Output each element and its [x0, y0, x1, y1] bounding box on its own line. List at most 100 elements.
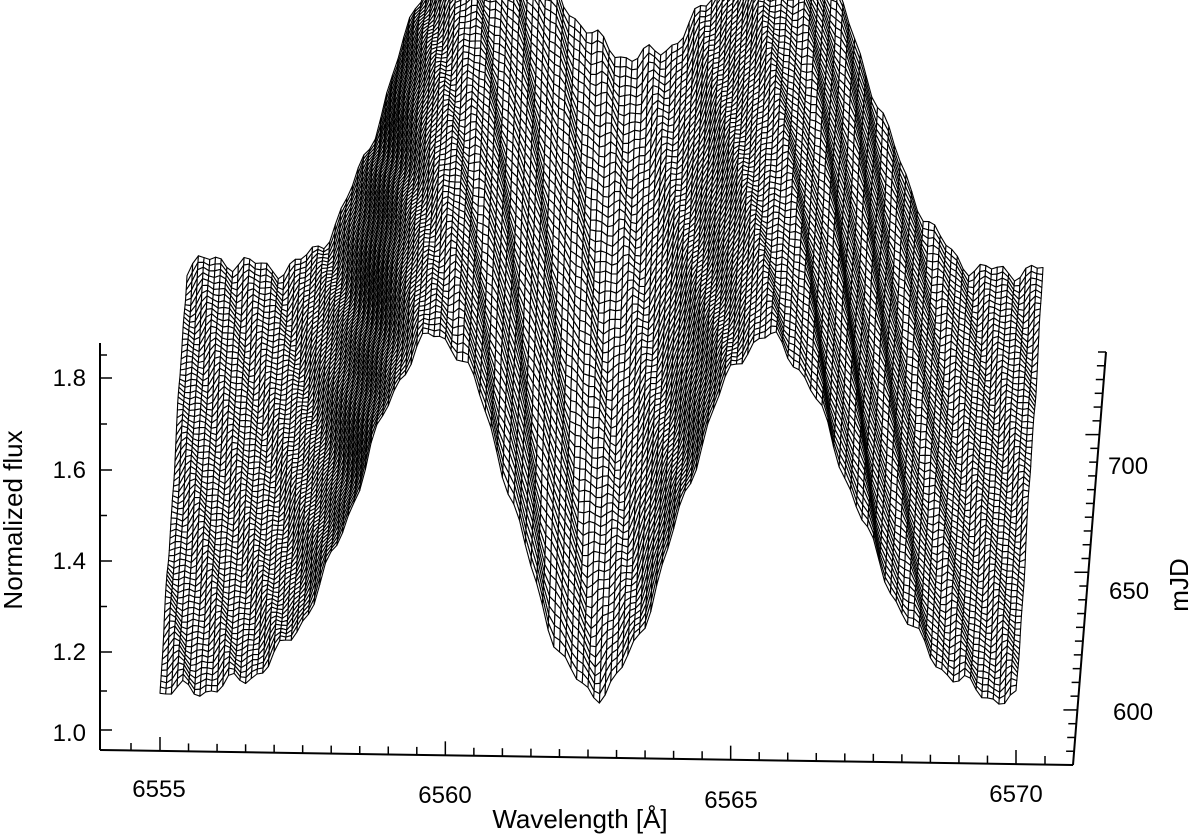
mesh-cell	[593, 260, 601, 273]
mesh-cell	[240, 395, 248, 403]
mesh-cell	[271, 351, 279, 359]
mesh-cell	[984, 455, 992, 463]
mesh-cell	[459, 9, 467, 18]
mesh-cell	[704, 20, 712, 27]
mesh-cell	[927, 221, 936, 232]
mesh-cell	[1016, 395, 1025, 404]
surface-mesh	[159, 0, 1044, 705]
mesh-cell	[675, 178, 683, 186]
mesh-cell	[222, 306, 231, 315]
mesh-cell	[638, 146, 646, 157]
mesh-cell	[926, 244, 934, 255]
mesh-cell	[597, 301, 606, 314]
mesh-cell	[614, 318, 622, 330]
mesh-cell	[911, 374, 919, 384]
mesh-cell	[1021, 414, 1029, 423]
mesh-cell	[1022, 395, 1030, 404]
mesh-cell	[197, 255, 205, 263]
mesh-cell	[181, 332, 190, 340]
mesh-cell	[934, 314, 942, 325]
mesh-cell	[975, 410, 983, 418]
mesh-cell	[604, 280, 612, 292]
mesh-cell	[598, 145, 606, 158]
mesh-cell	[226, 344, 234, 353]
mesh-cell	[990, 266, 998, 276]
mesh-cell	[608, 309, 617, 321]
mesh-cell	[595, 219, 603, 232]
mesh-cell	[590, 198, 598, 211]
mesh-cell	[778, 34, 786, 43]
mesh-cell	[984, 461, 992, 469]
mesh-cell	[201, 278, 209, 287]
mesh-cell	[630, 68, 638, 80]
mesh-cell	[275, 373, 283, 381]
mesh-cell	[906, 339, 915, 351]
mesh-cell	[619, 56, 627, 68]
mesh-cell	[247, 461, 255, 470]
mesh-cell	[915, 398, 923, 409]
mesh-cell	[469, 32, 477, 42]
mesh-cell	[729, 117, 737, 124]
mesh-cell	[474, 32, 482, 42]
mesh-cell	[263, 305, 271, 313]
mesh-cell	[590, 209, 598, 221]
mesh-cell	[589, 219, 597, 232]
mesh-cell	[810, 95, 818, 106]
mesh-cell	[805, 78, 813, 89]
mesh-cell	[984, 448, 993, 457]
mesh-cell	[585, 166, 594, 179]
mesh-cell	[267, 328, 275, 337]
mesh-cell	[197, 444, 205, 454]
mesh-cell	[618, 94, 626, 107]
mesh-cell	[938, 343, 947, 354]
mesh-cell	[802, 23, 810, 34]
mesh-cell	[1012, 376, 1020, 385]
mesh-cell	[586, 156, 594, 169]
mesh-cell	[198, 420, 207, 429]
mesh-cell	[239, 413, 247, 422]
mesh-cell	[473, 47, 482, 57]
mesh-cell	[600, 81, 608, 94]
mesh-cell	[218, 281, 226, 290]
mesh-cell	[259, 280, 267, 289]
mesh-cell	[494, 17, 502, 29]
mesh-cell	[980, 429, 988, 437]
mesh-cell	[1026, 420, 1034, 429]
mesh-cell	[910, 382, 918, 392]
mesh-cell	[464, 20, 472, 29]
mesh-cell	[221, 325, 229, 334]
mesh-strip	[185, 0, 1043, 300]
mesh-cell	[606, 224, 614, 237]
mesh-cell	[231, 351, 239, 359]
mesh-cell	[1008, 351, 1016, 360]
mesh-cell	[458, 15, 466, 24]
mesh-cell	[703, 25, 712, 33]
mesh-cell	[192, 427, 200, 435]
mesh-cell	[300, 408, 309, 415]
mesh-cell	[1025, 440, 1033, 448]
mesh-cell	[594, 104, 602, 117]
mesh-cell	[214, 256, 222, 265]
mesh-cell	[699, 10, 707, 18]
mesh-cell	[590, 62, 598, 76]
mesh-cell	[609, 299, 617, 312]
mesh-cell	[613, 327, 622, 338]
mesh-cell	[470, 0, 479, 7]
mesh-cell	[633, 129, 641, 141]
mesh-cell	[809, 104, 818, 114]
mesh-cell	[184, 385, 192, 394]
mesh-cell	[208, 263, 216, 272]
mesh-cell	[213, 281, 221, 290]
mesh-cell	[629, 102, 637, 115]
mesh-cell	[243, 437, 251, 446]
mesh-cell	[932, 252, 940, 263]
mesh-cell	[634, 246, 642, 257]
mesh-cell	[782, 54, 791, 63]
mesh-cell	[614, 309, 622, 321]
mesh-cell	[253, 455, 261, 463]
mesh-cell	[624, 75, 632, 87]
mesh-cell	[1013, 276, 1021, 287]
mesh-cell	[979, 435, 988, 444]
mesh-cell	[994, 291, 1003, 299]
